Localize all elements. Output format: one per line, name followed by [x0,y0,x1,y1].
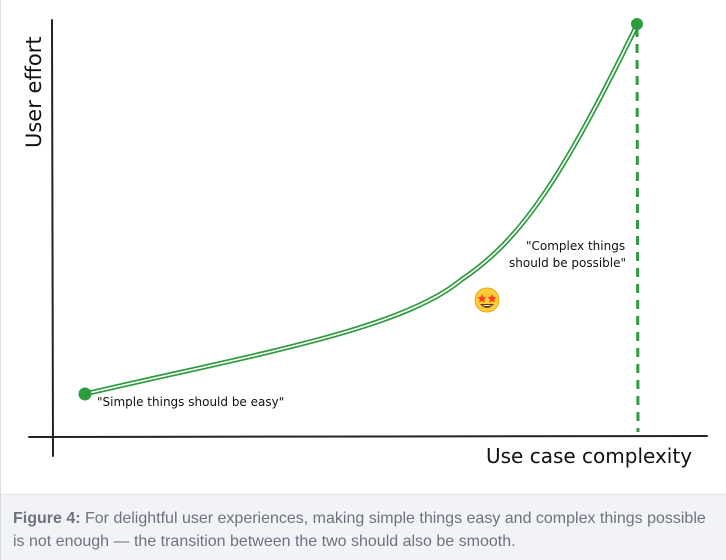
y-axis [51,19,54,457]
effort-curve-inner [84,24,638,395]
dashed-complexity-line [635,27,640,433]
annotation-simple: "Simple things should be easy" [97,395,284,409]
annotation-complex-line2: should be possible" [509,256,626,270]
caption-text: For delightful user experiences, making … [13,510,706,550]
diagram-area: User effort Use case complexity "Simple … [1,0,726,494]
x-axis [28,435,708,438]
end-dot [631,18,643,30]
annotation-complex-line1: "Complex things [526,239,625,253]
start-dot [78,387,92,401]
caption-label: Figure 4: [13,510,81,527]
figure-caption: Figure 4: For delightful user experience… [1,494,726,560]
diagram-svg: User effort Use case complexity "Simple … [22,18,708,468]
y-axis-label: User effort [22,36,46,148]
effort-curve [82,22,640,397]
x-axis-label: Use case complexity [486,444,692,468]
star-struck-emoji-icon [474,287,500,313]
